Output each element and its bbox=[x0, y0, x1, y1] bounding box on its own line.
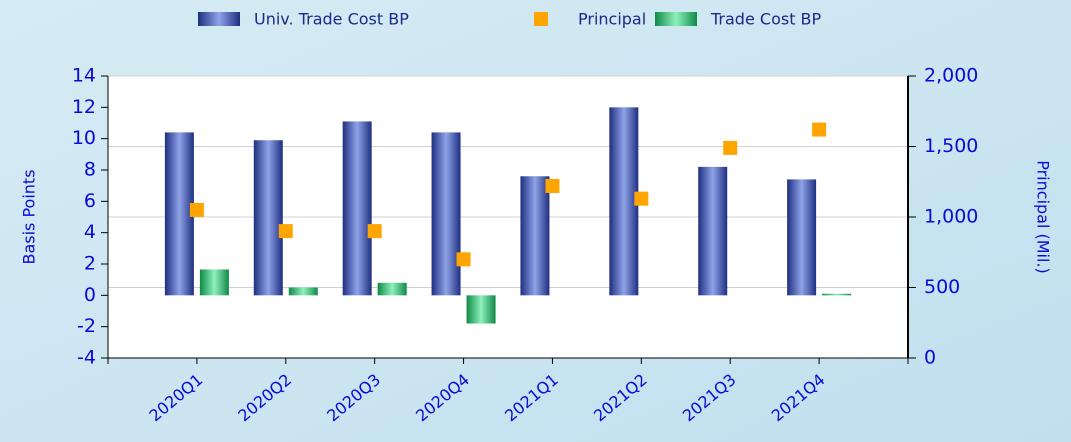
y2-axis-label: Principal (Mil.) bbox=[1034, 160, 1053, 274]
legend-swatch bbox=[198, 12, 240, 26]
bar bbox=[787, 179, 817, 296]
y2-tick-label: 500 bbox=[924, 276, 960, 298]
y-axis-label: Basis Points bbox=[20, 169, 39, 264]
y-tick-label: 0 bbox=[84, 284, 96, 306]
y-tick-label: 12 bbox=[72, 96, 96, 118]
y2-tick-label: 2,000 bbox=[924, 65, 978, 87]
principal-marker bbox=[278, 224, 293, 239]
bar bbox=[698, 166, 728, 296]
legend-label: Univ. Trade Cost BP bbox=[254, 10, 409, 29]
principal-marker bbox=[189, 202, 204, 217]
bar bbox=[164, 132, 194, 296]
y2-tick-label: 0 bbox=[924, 347, 936, 369]
principal-marker bbox=[367, 224, 382, 239]
y-tick-label: 2 bbox=[84, 253, 96, 275]
principal-marker bbox=[634, 191, 649, 206]
y-tick-label: 6 bbox=[84, 190, 96, 212]
legend-swatch bbox=[534, 12, 548, 26]
legend-swatch bbox=[655, 12, 697, 26]
principal-marker bbox=[723, 140, 738, 155]
bar bbox=[822, 293, 852, 296]
bar bbox=[342, 121, 372, 296]
y-tick-label: 8 bbox=[84, 159, 96, 181]
legend-label: Trade Cost BP bbox=[710, 10, 822, 29]
bar bbox=[377, 282, 407, 296]
y-tick-label: 4 bbox=[84, 221, 96, 243]
bar bbox=[520, 176, 550, 296]
bar bbox=[466, 295, 496, 324]
bar bbox=[288, 287, 318, 296]
bar bbox=[199, 269, 229, 296]
bar bbox=[609, 107, 639, 296]
y-tick-label: -2 bbox=[77, 315, 96, 337]
legend-label: Principal bbox=[578, 10, 646, 29]
principal-marker bbox=[456, 252, 471, 267]
principal-marker bbox=[545, 178, 560, 193]
principal-marker bbox=[812, 122, 827, 137]
y2-tick-label: 1,000 bbox=[924, 206, 978, 228]
y-tick-label: 14 bbox=[72, 65, 96, 87]
y-tick-label: 10 bbox=[72, 127, 96, 149]
y-tick-label: -4 bbox=[77, 347, 96, 369]
bar bbox=[253, 140, 283, 296]
bar bbox=[431, 132, 461, 296]
y2-tick-label: 1,500 bbox=[924, 135, 978, 157]
